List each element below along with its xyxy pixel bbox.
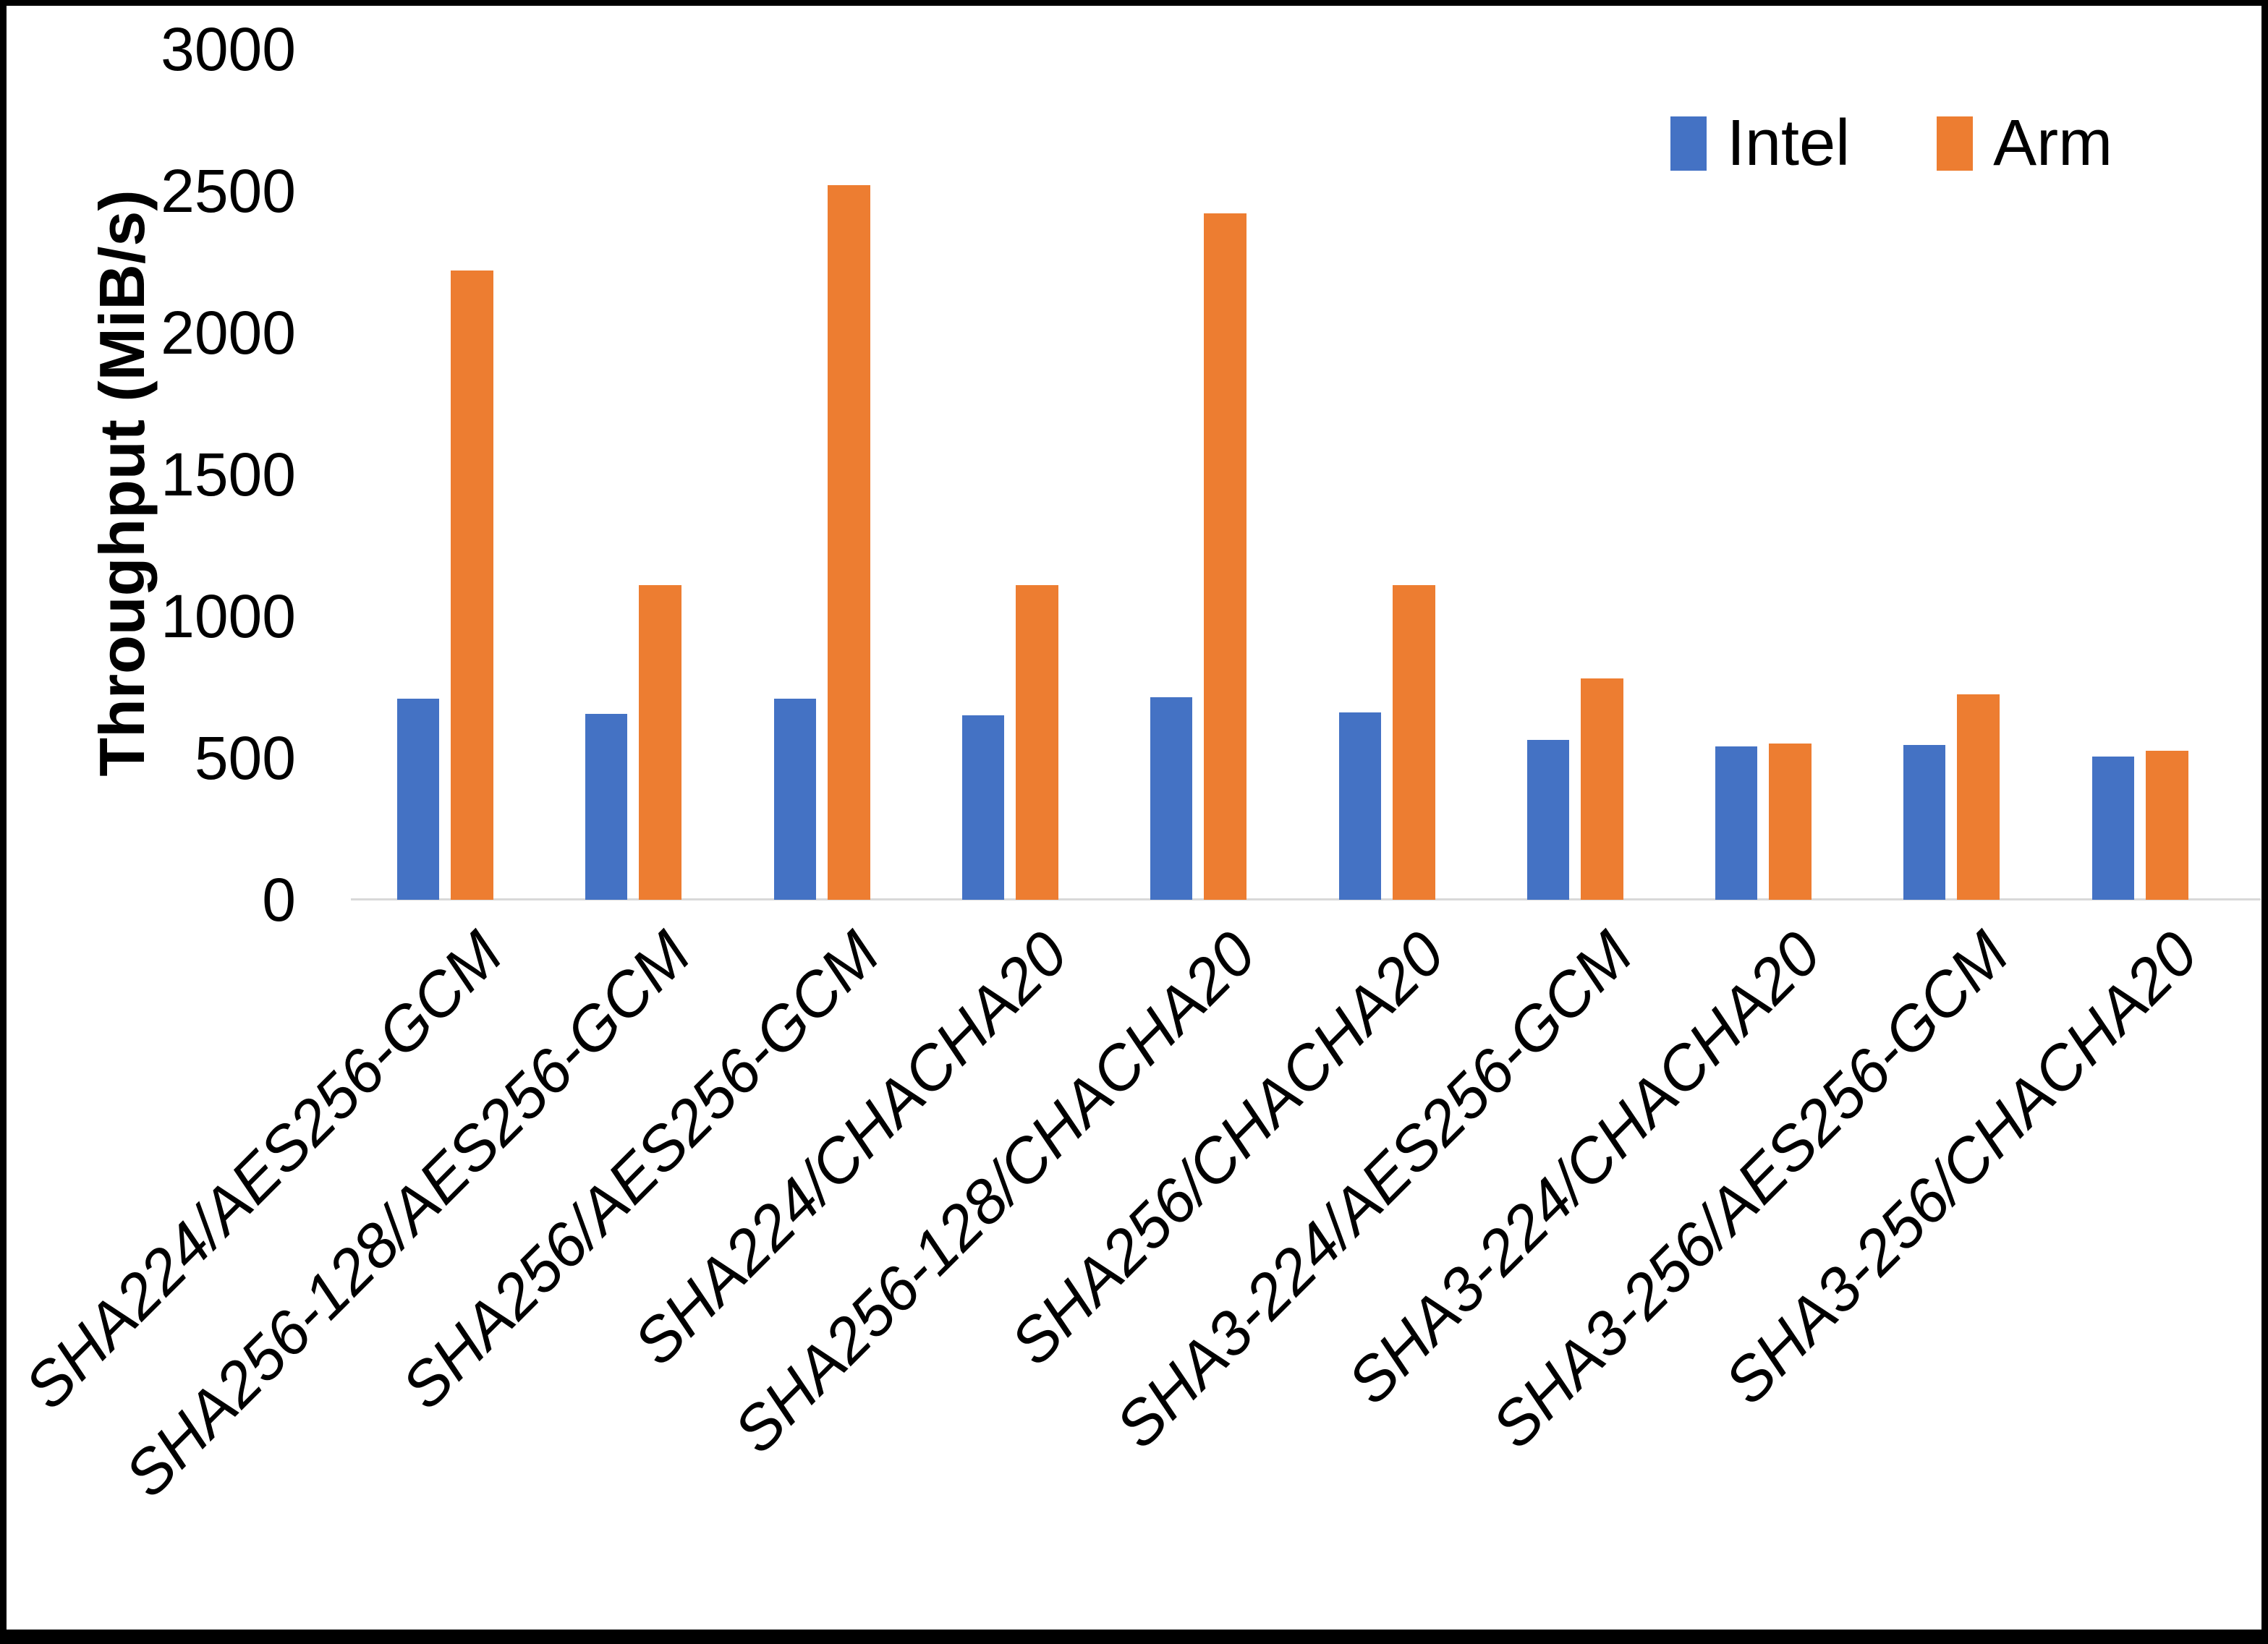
arm-legend-label: Arm: [1993, 107, 2113, 179]
legend-item-intel: Intel: [1670, 107, 1850, 179]
bar-arm-8: [1769, 744, 1812, 900]
bar-intel-6: [1339, 712, 1381, 900]
bar-intel-7: [1527, 740, 1569, 900]
y-tick-label: 1500: [161, 440, 296, 508]
bar-intel-10: [2092, 757, 2134, 900]
bar-intel-8: [1715, 746, 1757, 900]
bar-arm-6: [1393, 585, 1435, 900]
y-tick-label: 500: [194, 724, 296, 792]
y-tick-label: 0: [262, 866, 296, 934]
bar-intel-5: [1150, 697, 1192, 900]
bar-intel-4: [962, 715, 1004, 900]
arm-legend-marker: [1937, 116, 1974, 171]
bar-arm-10: [2146, 751, 2188, 900]
intel-legend-marker: [1670, 116, 1707, 171]
bar-intel-9: [1903, 745, 1945, 900]
y-tick-label: 2500: [161, 157, 296, 225]
bar-arm-2: [639, 585, 681, 900]
y-tick-label: 3000: [161, 15, 296, 83]
bar-arm-5: [1204, 213, 1246, 900]
y-tick-label: 1000: [161, 582, 296, 650]
bar-arm-9: [1957, 694, 2000, 900]
legend: Intel Arm: [1670, 107, 2112, 179]
bar-arm-1: [451, 271, 493, 900]
bar-arm-3: [828, 185, 870, 900]
x-axis-line: [351, 898, 2261, 900]
bar-arm-4: [1016, 585, 1058, 900]
y-tick-label: 2000: [161, 299, 296, 367]
bar-arm-7: [1581, 678, 1623, 900]
bar-intel-3: [774, 699, 816, 900]
bar-intel-2: [585, 714, 627, 900]
bar-intel-1: [397, 699, 439, 900]
legend-item-arm: Arm: [1937, 107, 2112, 179]
intel-legend-label: Intel: [1727, 107, 1851, 179]
